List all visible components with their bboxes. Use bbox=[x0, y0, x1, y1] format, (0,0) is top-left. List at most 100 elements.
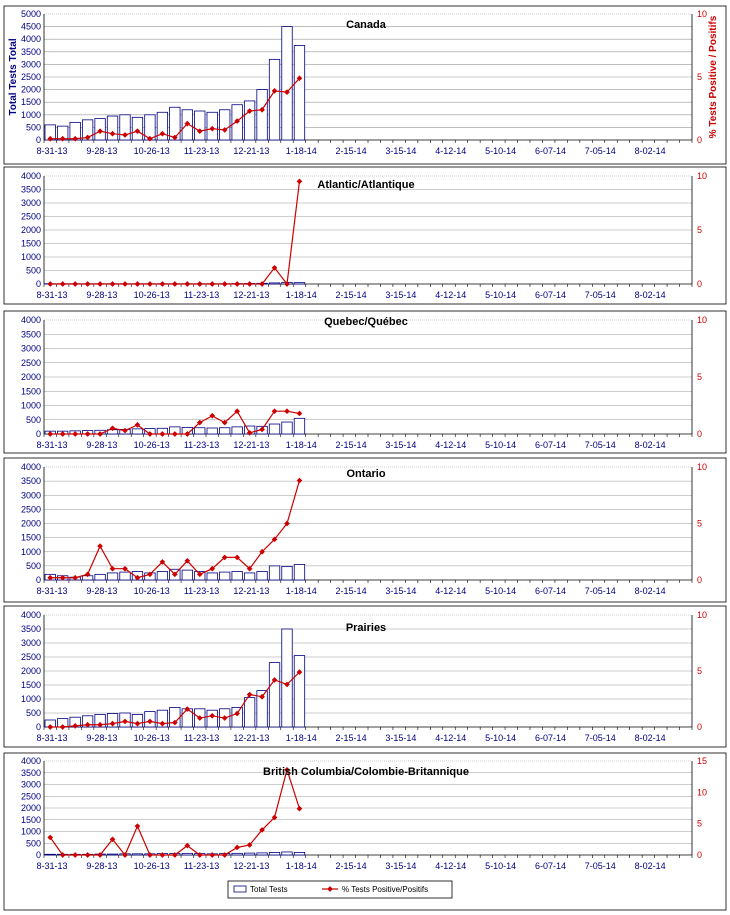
line-point bbox=[209, 565, 216, 572]
line-point bbox=[122, 718, 128, 725]
line-point bbox=[196, 852, 203, 858]
line-point bbox=[147, 281, 153, 287]
x-tick-label: 4-12-14 bbox=[435, 146, 466, 156]
x-tick-label: 9-28-13 bbox=[86, 290, 117, 300]
line-point bbox=[259, 106, 265, 113]
line-point bbox=[271, 88, 278, 94]
x-tick-label: 11-23-13 bbox=[184, 733, 219, 743]
bar bbox=[156, 571, 169, 581]
y-tick-label: 1000 bbox=[21, 401, 41, 411]
y-tick-label: 3500 bbox=[21, 624, 41, 634]
x-tick-label: 8-02-14 bbox=[635, 440, 666, 450]
y-tick-label: 3000 bbox=[21, 490, 41, 500]
y-tick-label: 1500 bbox=[21, 533, 41, 543]
line-point bbox=[271, 264, 278, 271]
line-point bbox=[59, 574, 66, 581]
y-tick-label: 3000 bbox=[21, 198, 41, 208]
line-point bbox=[221, 852, 228, 858]
x-tick-label: 7-05-14 bbox=[585, 440, 616, 450]
bar bbox=[281, 421, 293, 435]
line-point bbox=[296, 75, 303, 82]
line-point bbox=[209, 712, 216, 719]
y-tick-label: 1500 bbox=[21, 386, 41, 396]
line-point bbox=[97, 128, 103, 135]
line-point bbox=[246, 108, 253, 114]
line-point bbox=[147, 718, 153, 725]
line-point bbox=[184, 557, 191, 564]
chart-panel-6: 050010001500200025003000350040000510158-… bbox=[3, 752, 727, 911]
line-point bbox=[134, 823, 141, 830]
chart-panel-3: 0 500 1000 1500 2000 2500 3000 3500 4000 0 5 10 8-31… bbox=[3, 310, 727, 454]
x-tick-label: 12-21-13 bbox=[233, 146, 269, 156]
y-tick-label: 4000 bbox=[21, 610, 41, 620]
y-tick-label: 2500 bbox=[21, 212, 41, 222]
y-tick-label: 1500 bbox=[21, 97, 41, 107]
bar bbox=[293, 852, 306, 856]
x-tick-label: 10-26-13 bbox=[134, 290, 170, 300]
x-tick-label: 4-12-14 bbox=[435, 290, 466, 300]
line-point bbox=[72, 852, 78, 858]
panel-border bbox=[3, 5, 727, 165]
line-point bbox=[122, 132, 128, 138]
line-point bbox=[84, 281, 91, 287]
line-point bbox=[109, 565, 116, 572]
line-point bbox=[246, 691, 253, 698]
x-tick-label: 5-10-14 bbox=[485, 146, 516, 156]
y-tick-label: 3500 bbox=[21, 185, 41, 195]
x-tick-label: 1-18-14 bbox=[286, 586, 317, 596]
bar bbox=[231, 707, 243, 728]
x-tick-label: 6-07-14 bbox=[535, 586, 566, 596]
bar bbox=[256, 690, 268, 728]
x-tick-label: 4-12-14 bbox=[435, 586, 466, 596]
bar bbox=[94, 573, 106, 581]
x-tick-label: 12-21-13 bbox=[233, 440, 269, 450]
line-point bbox=[271, 536, 278, 543]
chart-panel-2: 0 500 1000 1500 2000 2500 3000 3500 4000 0 5 10 8-31… bbox=[3, 166, 727, 305]
line-point bbox=[184, 281, 191, 287]
bar bbox=[106, 713, 119, 728]
line-point bbox=[259, 426, 265, 433]
y-tick-label: 2500 bbox=[21, 652, 41, 662]
legend-line-label: % Tests Positive/Positifs bbox=[342, 885, 428, 894]
bar bbox=[268, 58, 281, 141]
bar bbox=[256, 852, 268, 856]
x-tick-label: 9-28-13 bbox=[86, 861, 117, 871]
x-tick-label: 6-07-14 bbox=[535, 861, 566, 871]
line-point bbox=[134, 574, 141, 581]
bar bbox=[119, 114, 131, 141]
line-point bbox=[109, 836, 116, 843]
y-tick-label: 2000 bbox=[21, 666, 41, 676]
x-tick-label: 1-18-14 bbox=[286, 733, 317, 743]
line-point bbox=[234, 554, 240, 561]
x-tick-label: 6-07-14 bbox=[535, 733, 566, 743]
bar bbox=[256, 571, 268, 581]
y-tick-label: 1000 bbox=[21, 694, 41, 704]
x-tick-label: 8-02-14 bbox=[635, 290, 666, 300]
line-point bbox=[97, 721, 103, 728]
y-tick-label: 500 bbox=[26, 415, 41, 425]
y2-axis-label: % Tests Positive / Positifs bbox=[708, 15, 719, 138]
line-point bbox=[196, 281, 203, 287]
x-tick-label: 11-23-13 bbox=[184, 586, 219, 596]
x-tick-label: 7-05-14 bbox=[585, 146, 616, 156]
line-point bbox=[97, 281, 103, 287]
line-point bbox=[221, 281, 228, 287]
positivity-line bbox=[49, 767, 301, 857]
bar bbox=[206, 427, 218, 435]
y-tick-label: 1500 bbox=[21, 815, 41, 825]
x-tick-label: 8-31-13 bbox=[36, 440, 67, 450]
bar bbox=[281, 26, 293, 141]
line-point bbox=[271, 408, 278, 415]
line-point bbox=[47, 281, 54, 287]
x-tick-label: 7-05-14 bbox=[585, 733, 616, 743]
panel-border bbox=[3, 310, 727, 454]
line-point bbox=[246, 842, 253, 848]
bar bbox=[181, 852, 193, 856]
line-point bbox=[122, 565, 128, 572]
x-tick-label: 1-18-14 bbox=[286, 440, 317, 450]
bar bbox=[243, 572, 256, 581]
y-tick-label: 5000 bbox=[21, 9, 41, 19]
x-tick-label: 10-26-13 bbox=[134, 861, 170, 871]
line-point bbox=[172, 431, 178, 437]
chart-panel-4: 0 500 1000 1500 2000 2500 3000 3500 4000 0 5 10 8-31… bbox=[3, 457, 727, 603]
